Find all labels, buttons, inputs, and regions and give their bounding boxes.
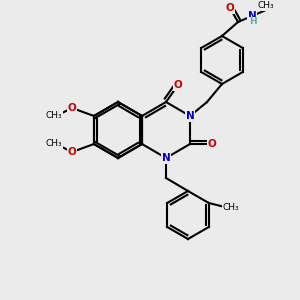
Text: O: O <box>174 80 182 90</box>
Text: CH₃: CH₃ <box>46 140 62 148</box>
Text: CH₃: CH₃ <box>258 2 274 10</box>
Text: CH₃: CH₃ <box>46 112 62 121</box>
Text: H: H <box>249 17 257 26</box>
Text: O: O <box>226 3 234 13</box>
Text: O: O <box>68 103 76 113</box>
Text: O: O <box>208 139 216 149</box>
Text: N: N <box>186 111 194 121</box>
Text: N: N <box>248 11 256 21</box>
Text: N: N <box>162 153 170 163</box>
Text: CH₃: CH₃ <box>223 202 239 211</box>
Text: O: O <box>68 147 76 157</box>
